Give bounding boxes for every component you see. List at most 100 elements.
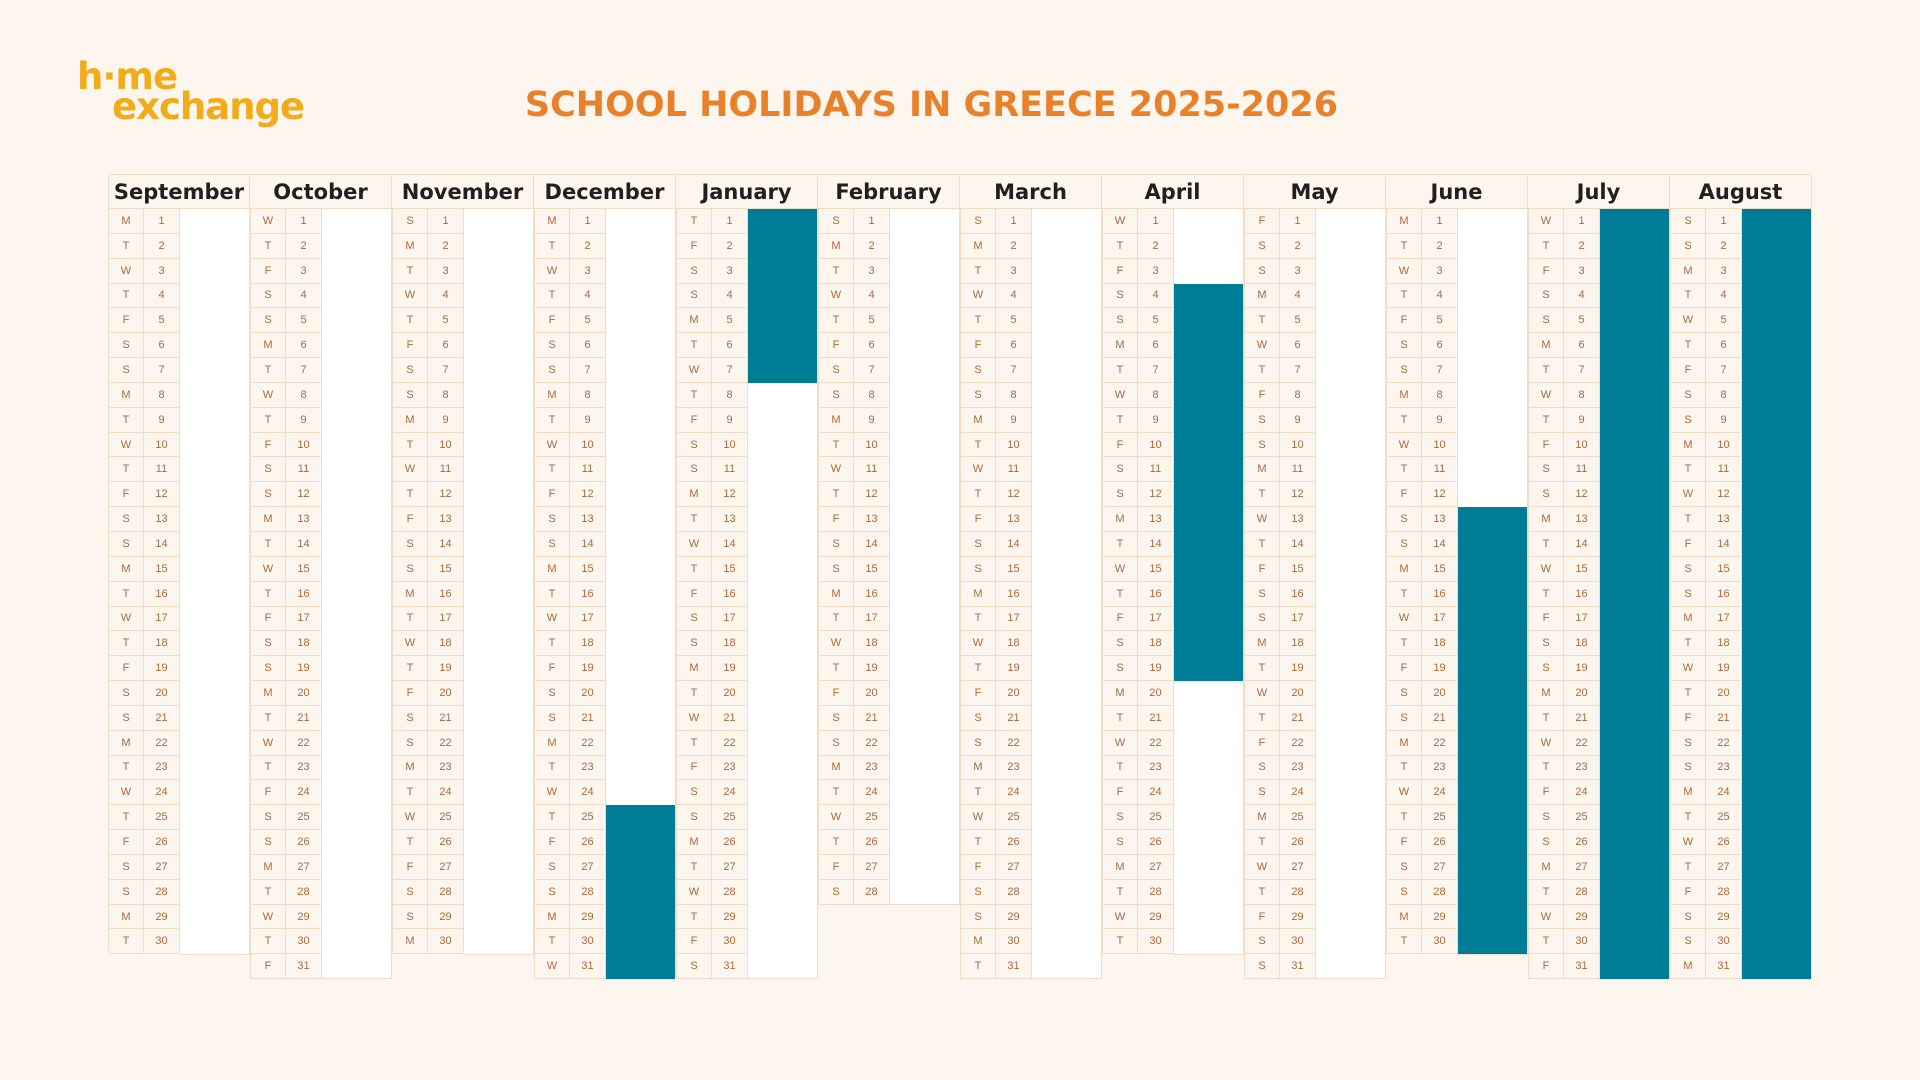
weekday-cell: T [676,730,712,756]
date-cell: 19 [570,656,606,682]
weekday-cell: F [1670,358,1706,383]
holiday-bar-column [748,209,818,980]
date-cell: 30 [428,929,464,955]
weekday-cell: F [1244,209,1280,234]
date-cell: 29 [1564,904,1600,930]
weekday-cell: S [676,606,712,632]
weekday-cell: S [676,805,712,831]
date-cell: 3 [1706,258,1742,284]
date-cell: 6 [286,333,322,359]
day-row: S 26 [250,830,322,855]
day-row: W 10 [534,432,606,458]
weekday-cell: W [676,705,712,731]
weekday-cell: F [960,854,996,880]
day-row: M 15 [1386,556,1458,582]
weekday-cell: W [676,879,712,905]
date-cell: 8 [1422,382,1458,408]
day-row: T 19 [1244,656,1316,682]
weekday-cell: T [1528,233,1564,259]
weekday-cell: S [108,879,144,905]
date-cell: 6 [144,333,180,359]
weekday-cell: M [1386,730,1422,756]
weekday-cell: W [1102,556,1138,582]
day-row: T 14 [1102,531,1174,557]
weekday-cell: M [392,755,428,781]
weekday-cell: S [1244,929,1280,955]
day-row: F 26 [108,830,180,855]
date-cell: 24 [570,780,606,806]
weekday-cell: S [108,854,144,880]
weekday-cell: T [1528,705,1564,731]
day-row: T 20 [1670,681,1742,706]
day-row: T 18 [534,631,606,657]
date-cell: 21 [1706,705,1742,731]
weekday-cell: S [676,780,712,806]
weekday-cell: S [676,432,712,458]
date-cell: 12 [1706,482,1742,508]
weekday-cell: T [1102,879,1138,905]
day-row: S 20 [534,681,606,706]
weekday-cell: T [676,681,712,706]
day-row: S 17 [676,606,748,632]
weekday-cell: F [676,407,712,433]
date-cell: 11 [1280,457,1316,483]
weekday-cell: S [534,333,570,359]
date-cell: 16 [996,581,1032,607]
day-row: W 29 [1102,904,1174,930]
weekday-cell: M [960,233,996,259]
date-cell: 22 [1138,730,1174,756]
weekday-cell: S [676,954,712,980]
weekday-cell: S [676,258,712,284]
date-cell: 10 [1564,432,1600,458]
day-row: F 27 [392,854,464,880]
day-row: T 24 [818,780,890,806]
day-row: M 20 [250,681,322,706]
date-cell: 3 [1564,258,1600,284]
date-cell: 2 [712,233,748,259]
date-cell: 16 [1564,581,1600,607]
date-cell: 15 [144,556,180,582]
weekday-cell: T [1386,631,1422,657]
date-cell: 9 [854,407,890,433]
date-cell: 31 [996,954,1032,980]
date-cell: 1 [144,209,180,234]
weekday-cell: W [392,631,428,657]
date-cell: 21 [1422,705,1458,731]
weekday-cell: S [818,382,854,408]
date-cell: 6 [996,333,1032,359]
date-cell: 15 [570,556,606,582]
weekday-cell: T [1244,705,1280,731]
date-cell: 16 [1280,581,1316,607]
date-cell: 22 [570,730,606,756]
weekday-cell: S [250,656,286,682]
weekday-cell: T [818,656,854,682]
weekday-cell: M [960,581,996,607]
date-cell: 6 [854,333,890,359]
day-row: T 26 [960,830,1032,855]
weekday-cell: S [1528,830,1564,855]
date-cell: 2 [1138,233,1174,259]
date-cell: 15 [1280,556,1316,582]
weekday-cell: T [1528,407,1564,433]
day-row: F 19 [1386,656,1458,682]
weekday-cell: M [1386,904,1422,930]
month-header: July [1528,174,1670,209]
day-row: F 29 [1244,904,1316,930]
day-row: S 27 [1386,854,1458,880]
weekday-cell: S [108,333,144,359]
weekday-cell: M [1102,854,1138,880]
date-cell: 5 [1422,308,1458,334]
date-cell: 18 [712,631,748,657]
weekday-cell: T [534,581,570,607]
date-cell: 22 [854,730,890,756]
date-cell: 25 [996,805,1032,831]
